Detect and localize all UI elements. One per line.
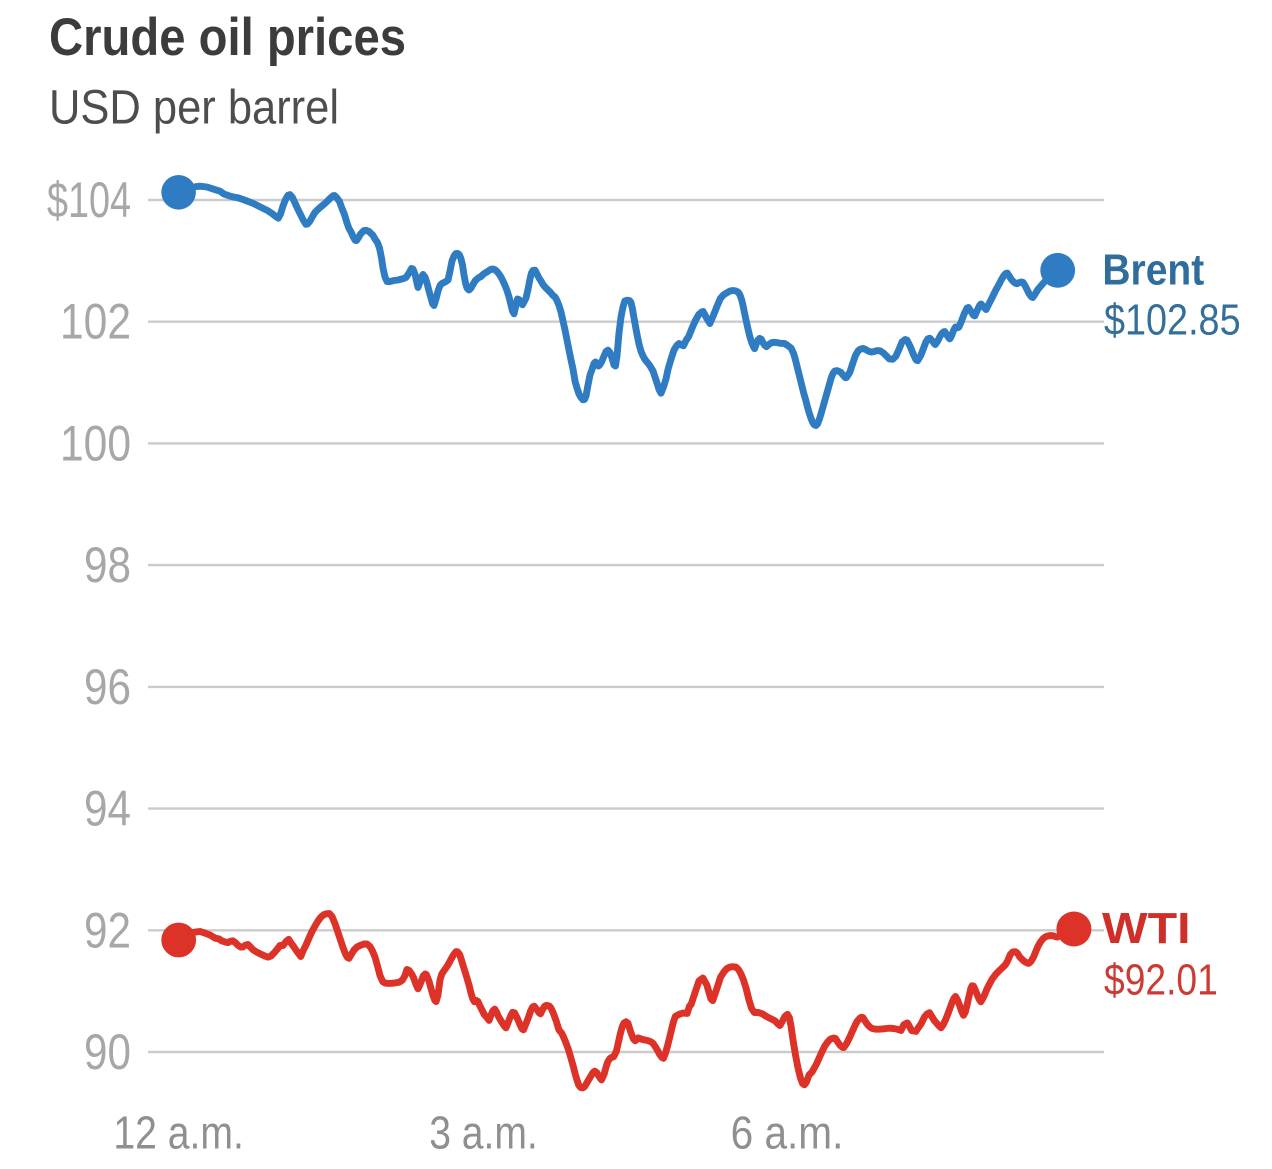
- svg-text:Crude oil prices: Crude oil prices: [49, 8, 406, 67]
- svg-text:USD per barrel: USD per barrel: [49, 82, 339, 135]
- svg-text:WTI: WTI: [1102, 905, 1191, 953]
- svg-text:98: 98: [84, 537, 131, 593]
- svg-text:6 a.m.: 6 a.m.: [731, 1107, 844, 1159]
- svg-text:Brent: Brent: [1102, 247, 1204, 295]
- svg-text:12 a.m.: 12 a.m.: [113, 1107, 244, 1159]
- svg-text:96: 96: [84, 659, 131, 715]
- svg-text:94: 94: [84, 781, 131, 837]
- svg-text:100: 100: [60, 415, 131, 471]
- svg-text:92: 92: [84, 902, 131, 958]
- svg-text:90: 90: [84, 1024, 131, 1080]
- svg-text:$92.01: $92.01: [1104, 957, 1218, 1005]
- svg-text:102: 102: [60, 294, 131, 350]
- svg-text:3 a.m.: 3 a.m.: [429, 1107, 538, 1159]
- svg-text:$104: $104: [47, 172, 131, 228]
- svg-text:$102.85: $102.85: [1104, 297, 1241, 345]
